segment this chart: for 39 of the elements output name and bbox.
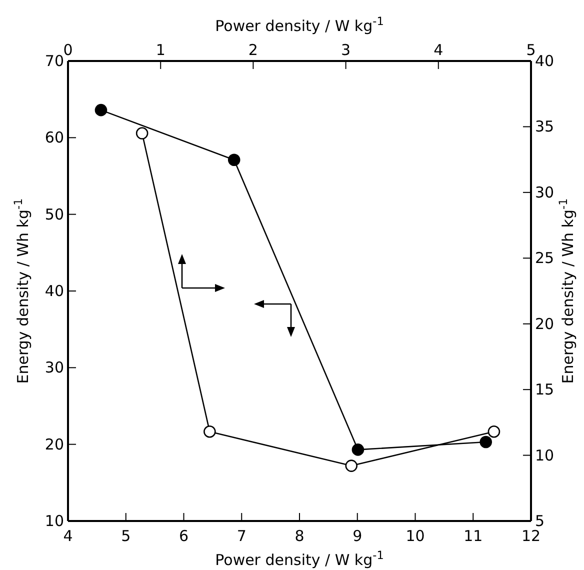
x-tick-label: 11 <box>464 527 483 545</box>
y-tick-label: 20 <box>535 314 554 333</box>
y-tick-label: 60 <box>44 128 64 147</box>
x-tick-label: 6 <box>178 527 189 545</box>
y-tick-label: 40 <box>535 52 554 70</box>
point <box>480 436 492 448</box>
x-tick-label: 4 <box>63 527 73 545</box>
x-tick-label: 4 <box>434 41 444 59</box>
point <box>136 127 148 140</box>
x-tick-label: 7 <box>236 527 246 545</box>
y-tick-label: 40 <box>44 282 64 300</box>
x-tick-label: 0 <box>63 41 73 59</box>
point <box>94 104 108 116</box>
x-tick-label: 8 <box>294 527 304 545</box>
x-axis-title: Power density / W kg$^{-1}$ <box>215 14 384 35</box>
x-axis-title: Power density / W kg$^{-1}$ <box>215 548 384 569</box>
point <box>204 425 216 438</box>
y-tick-label: 20 <box>44 435 64 454</box>
y-tick-label: 15 <box>535 380 554 399</box>
x-tick-label: 9 <box>352 527 362 545</box>
x-tick-label: 5 <box>121 527 131 545</box>
y-tick-label: 25 <box>535 249 554 268</box>
point <box>228 154 240 166</box>
x-tick-label: 10 <box>406 527 425 545</box>
x-tick-label: 1 <box>156 41 166 59</box>
y-tick-label: 35 <box>535 118 554 136</box>
x-tick-label: 2 <box>248 41 258 59</box>
y-tick-label: 50 <box>44 205 64 224</box>
y-tick-label: 30 <box>535 183 554 202</box>
y-tick-label: 30 <box>44 358 64 377</box>
y-tick-label: 10 <box>44 512 64 530</box>
x-tick-label: 3 <box>341 41 351 59</box>
x-tick-label: 12 <box>521 527 541 545</box>
y-tick-label: 5 <box>535 512 545 530</box>
point <box>345 460 358 472</box>
y-tick-label: 10 <box>535 446 554 464</box>
y-tick-label: 70 <box>44 52 64 70</box>
point <box>352 444 364 456</box>
point <box>488 425 500 438</box>
